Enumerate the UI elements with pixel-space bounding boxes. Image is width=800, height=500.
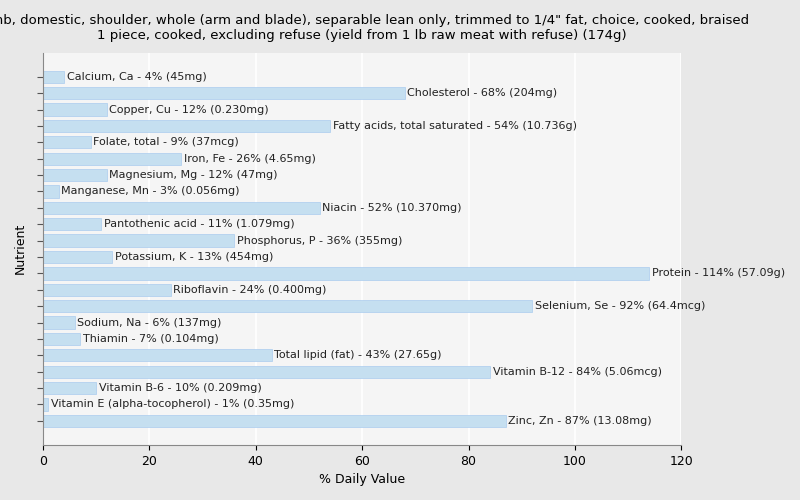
Bar xyxy=(43,382,96,394)
Text: Sodium, Na - 6% (137mg): Sodium, Na - 6% (137mg) xyxy=(78,318,222,328)
X-axis label: % Daily Value: % Daily Value xyxy=(319,473,405,486)
Bar xyxy=(43,87,405,100)
Bar xyxy=(43,218,102,230)
Bar xyxy=(43,284,170,296)
Text: Copper, Cu - 12% (0.230mg): Copper, Cu - 12% (0.230mg) xyxy=(110,104,269,115)
Text: Protein - 114% (57.09g): Protein - 114% (57.09g) xyxy=(652,268,786,278)
Text: Pantothenic acid - 11% (1.079mg): Pantothenic acid - 11% (1.079mg) xyxy=(104,219,294,229)
Bar xyxy=(43,202,319,214)
Bar xyxy=(43,316,74,328)
Text: Thiamin - 7% (0.104mg): Thiamin - 7% (0.104mg) xyxy=(82,334,218,344)
Text: Cholesterol - 68% (204mg): Cholesterol - 68% (204mg) xyxy=(407,88,558,98)
Bar xyxy=(43,333,80,345)
Text: Folate, total - 9% (37mcg): Folate, total - 9% (37mcg) xyxy=(94,138,239,147)
Bar xyxy=(43,349,272,362)
Bar xyxy=(43,136,90,148)
Bar xyxy=(43,398,48,410)
Text: Magnesium, Mg - 12% (47mg): Magnesium, Mg - 12% (47mg) xyxy=(110,170,278,180)
Bar xyxy=(43,152,182,165)
Text: Total lipid (fat) - 43% (27.65g): Total lipid (fat) - 43% (27.65g) xyxy=(274,350,442,360)
Bar xyxy=(43,120,330,132)
Text: Manganese, Mn - 3% (0.056mg): Manganese, Mn - 3% (0.056mg) xyxy=(62,186,240,196)
Text: Phosphorus, P - 36% (355mg): Phosphorus, P - 36% (355mg) xyxy=(237,236,402,246)
Bar xyxy=(43,186,59,198)
Bar xyxy=(43,414,506,427)
Bar xyxy=(43,251,112,263)
Title: Lamb, domestic, shoulder, whole (arm and blade), separable lean only, trimmed to: Lamb, domestic, shoulder, whole (arm and… xyxy=(0,14,749,42)
Text: Fatty acids, total saturated - 54% (10.736g): Fatty acids, total saturated - 54% (10.7… xyxy=(333,121,577,131)
Text: Selenium, Se - 92% (64.4mcg): Selenium, Se - 92% (64.4mcg) xyxy=(535,301,706,311)
Bar xyxy=(43,104,106,116)
Bar xyxy=(43,366,490,378)
Bar xyxy=(43,70,64,83)
Text: Riboflavin - 24% (0.400mg): Riboflavin - 24% (0.400mg) xyxy=(174,285,326,295)
Text: Potassium, K - 13% (454mg): Potassium, K - 13% (454mg) xyxy=(114,252,273,262)
Text: Vitamin B-12 - 84% (5.06mcg): Vitamin B-12 - 84% (5.06mcg) xyxy=(493,366,662,376)
Text: Niacin - 52% (10.370mg): Niacin - 52% (10.370mg) xyxy=(322,203,462,213)
Text: Iron, Fe - 26% (4.65mg): Iron, Fe - 26% (4.65mg) xyxy=(184,154,316,164)
Bar xyxy=(43,267,650,280)
Bar xyxy=(43,234,234,247)
Text: Vitamin B-6 - 10% (0.209mg): Vitamin B-6 - 10% (0.209mg) xyxy=(98,383,262,393)
Text: Zinc, Zn - 87% (13.08mg): Zinc, Zn - 87% (13.08mg) xyxy=(509,416,652,426)
Bar xyxy=(43,169,106,181)
Text: Calcium, Ca - 4% (45mg): Calcium, Ca - 4% (45mg) xyxy=(67,72,206,82)
Bar xyxy=(43,300,533,312)
Text: Vitamin E (alpha-tocopherol) - 1% (0.35mg): Vitamin E (alpha-tocopherol) - 1% (0.35m… xyxy=(51,400,294,409)
Y-axis label: Nutrient: Nutrient xyxy=(14,223,27,274)
